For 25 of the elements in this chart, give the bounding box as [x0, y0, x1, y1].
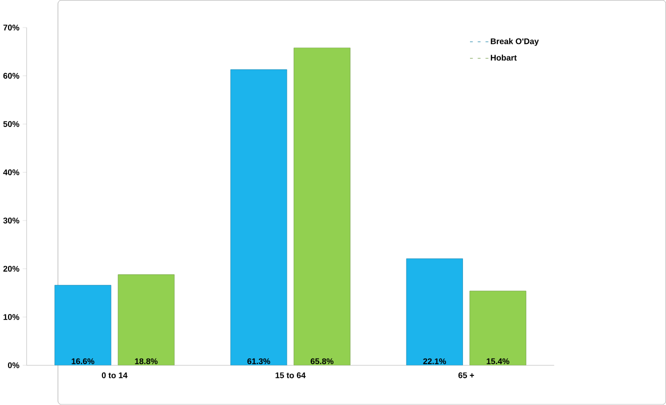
y-tick-label: 30% — [3, 218, 20, 224]
y-tick-label: 70% — [3, 24, 20, 31]
data-label: 18.8% — [135, 358, 158, 364]
bar — [118, 274, 175, 366]
bar — [406, 258, 463, 366]
y-tick-label: 20% — [3, 266, 20, 272]
data-label: 65.8% — [310, 358, 334, 364]
y-tick-label: 40% — [3, 170, 20, 176]
bar — [470, 290, 526, 366]
legend-label: Break O'Day — [490, 38, 539, 46]
data-label: 61.3% — [247, 358, 270, 364]
y-tick-label: 10% — [4, 314, 20, 320]
y-tick-label: 60% — [3, 73, 20, 79]
data-label: 22.1% — [423, 358, 446, 364]
x-tick-label: 0 to 14 — [102, 372, 128, 378]
legend-label: Hobart — [490, 54, 517, 61]
bar — [54, 285, 112, 366]
y-tick-label: 0% — [8, 362, 20, 368]
data-label: 16.6% — [72, 358, 94, 364]
bar — [294, 48, 350, 366]
x-tick-label: 15 to 64 — [276, 372, 306, 378]
x-tick-label: 65 + — [458, 372, 474, 378]
y-tick-label: 50% — [3, 121, 20, 128]
data-label: 15.4% — [486, 358, 510, 364]
bar — [230, 70, 288, 366]
